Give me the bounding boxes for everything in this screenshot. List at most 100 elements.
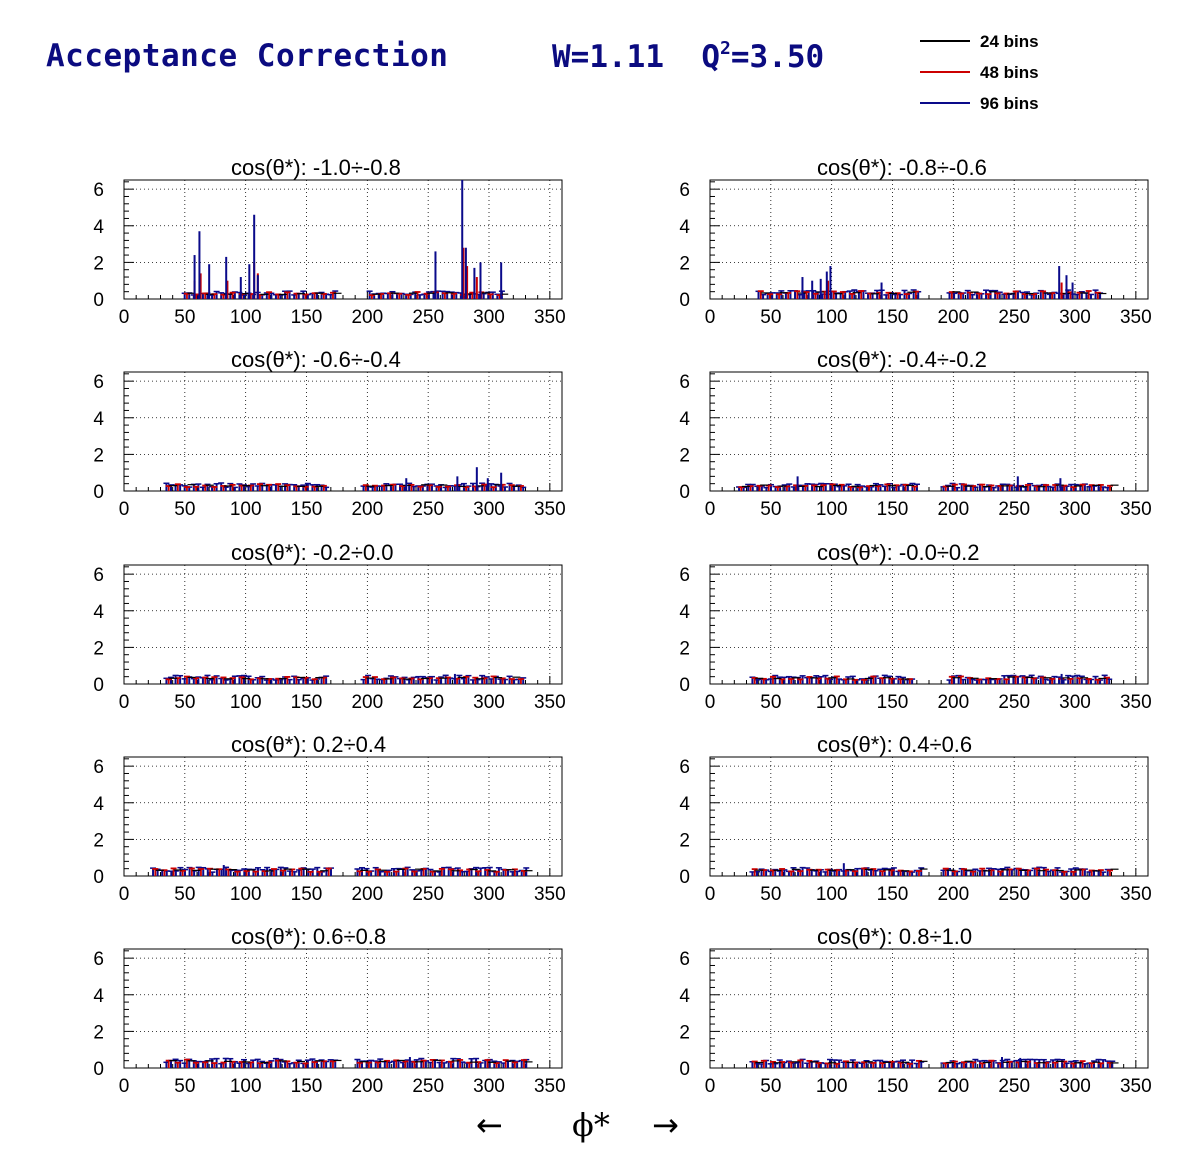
y-tick-label: 6 — [93, 757, 104, 778]
y-tick-label: 2 — [679, 445, 690, 466]
x-tick-label: 100 — [816, 884, 848, 905]
y-tick-label: 6 — [93, 180, 104, 201]
x-tick-label: 300 — [473, 499, 505, 520]
x-tick-label: 0 — [705, 307, 716, 328]
x-tick-label: 50 — [174, 1076, 195, 1097]
panel-title: cos(θ*): 0.6÷0.8 — [231, 924, 386, 949]
x-tick-label: 50 — [760, 692, 781, 713]
y-tick-label: 4 — [679, 409, 690, 430]
plot-frame — [123, 948, 563, 1069]
y-tick-label: 6 — [679, 757, 690, 778]
plot-frame — [709, 564, 1149, 685]
x-tick-label: 250 — [998, 692, 1030, 713]
y-tick-label: 4 — [93, 986, 104, 1007]
y-tick-label: 4 — [93, 794, 104, 815]
x-tick-label: 50 — [760, 1076, 781, 1097]
panel-title: cos(θ*): -0.0÷0.2 — [817, 540, 979, 565]
y-tick-label: 2 — [93, 638, 104, 659]
x-tick-label: 250 — [998, 307, 1030, 328]
x-tick-label: 200 — [937, 307, 969, 328]
panel-title: cos(θ*): 0.8÷1.0 — [817, 924, 972, 949]
x-tick-label: 250 — [412, 307, 444, 328]
panel-3: cos(θ*): -0.4÷-0.2 0 50 100 150 200 250 300 350 0… — [679, 347, 1151, 520]
q-superscript: 2 — [719, 38, 731, 59]
x-tick-label: 300 — [1059, 884, 1091, 905]
x-tick-label: 300 — [473, 1076, 505, 1097]
legend-item-24: 24 bins — [916, 30, 1076, 51]
x-tick-label: 150 — [291, 1076, 323, 1097]
x-tick-label: 300 — [1059, 307, 1091, 328]
x-tick-label: 300 — [473, 307, 505, 328]
x-tick-label: 100 — [816, 1076, 848, 1097]
x-tick-label: 200 — [351, 499, 383, 520]
y-tick-label: 4 — [93, 409, 104, 430]
x-tick-label: 350 — [534, 692, 566, 713]
x-tick-label: 300 — [473, 884, 505, 905]
x-tick-label: 100 — [816, 499, 848, 520]
x-tick-label: 100 — [816, 307, 848, 328]
y-tick-label: 0 — [679, 290, 690, 311]
x-tick-label: 350 — [1120, 499, 1152, 520]
w-label: W=1.11 — [552, 39, 664, 75]
x-tick-label: 0 — [119, 307, 130, 328]
x-tick-label: 150 — [877, 1076, 909, 1097]
legend-item-48: 48 bins — [916, 61, 1076, 82]
x-tick-label: 100 — [230, 884, 262, 905]
x-tick-label: 150 — [877, 499, 909, 520]
x-tick-label: 350 — [1120, 307, 1152, 328]
x-tick-label: 50 — [174, 692, 195, 713]
x-tick-label: 0 — [705, 884, 716, 905]
x-tick-label: 250 — [998, 884, 1030, 905]
x-tick-label: 100 — [816, 692, 848, 713]
left-arrow-icon: ← — [476, 1106, 503, 1144]
plot-frame — [123, 179, 563, 300]
y-tick-label: 2 — [679, 1022, 690, 1043]
y-tick-label: 4 — [679, 986, 690, 1007]
x-tick-label: 100 — [230, 499, 262, 520]
page-title: Acceptance Correction — [46, 38, 449, 74]
y-tick-label: 2 — [679, 830, 690, 851]
x-tick-label: 350 — [534, 307, 566, 328]
q-value: =3.50 — [730, 39, 825, 75]
panel-6: cos(θ*): 0.2÷0.4 0 50 100 150 200 250 300 350 0 2 4… — [93, 732, 565, 905]
legend-swatch-48 — [920, 71, 970, 73]
x-tick-label: 50 — [174, 499, 195, 520]
right-arrow-icon: → — [652, 1106, 679, 1144]
x-tick-label: 350 — [534, 499, 566, 520]
y-tick-label: 0 — [679, 482, 690, 503]
panel-title: cos(θ*): -0.2÷0.0 — [231, 540, 393, 565]
x-tick-label: 250 — [998, 1076, 1030, 1097]
y-tick-label: 4 — [93, 217, 104, 238]
panel-title: cos(θ*): 0.2÷0.4 — [231, 732, 386, 757]
panel-1: cos(θ*): -0.8÷-0.6 0 50 100 150 200 250 300 350 0… — [679, 155, 1151, 328]
y-tick-label: 0 — [93, 1059, 104, 1080]
y-tick-label: 0 — [679, 867, 690, 888]
x-tick-label: 250 — [412, 1076, 444, 1097]
y-tick-label: 4 — [679, 602, 690, 623]
x-tick-label: 200 — [937, 499, 969, 520]
panel-8: cos(θ*): 0.6÷0.8 0 50 100 150 200 250 300 350 0 2 4… — [93, 924, 565, 1097]
y-tick-label: 2 — [679, 253, 690, 274]
panel-title: cos(θ*): 0.4÷0.6 — [817, 732, 972, 757]
x-tick-label: 250 — [412, 692, 444, 713]
x-tick-label: 150 — [291, 692, 323, 713]
plot-frame — [709, 371, 1149, 492]
x-tick-label: 150 — [877, 884, 909, 905]
y-tick-label: 0 — [93, 675, 104, 696]
x-tick-label: 0 — [119, 884, 130, 905]
x-tick-label: 250 — [412, 499, 444, 520]
y-tick-label: 6 — [93, 372, 104, 393]
x-tick-label: 100 — [230, 692, 262, 713]
x-tick-label: 0 — [705, 499, 716, 520]
panel-title: cos(θ*): -0.6÷-0.4 — [231, 347, 401, 372]
x-tick-label: 0 — [705, 692, 716, 713]
x-tick-label: 300 — [1059, 692, 1091, 713]
legend-label-24: 24 bins — [980, 32, 1039, 51]
x-tick-label: 250 — [998, 499, 1030, 520]
panel-2: cos(θ*): -0.6÷-0.4 0 50 100 150 200 250 300 350 0… — [93, 347, 565, 520]
panel-4: cos(θ*): -0.2÷0.0 0 50 100 150 200 250 300 350 0 2… — [93, 540, 565, 713]
x-tick-label: 150 — [877, 307, 909, 328]
y-tick-label: 0 — [93, 482, 104, 503]
x-tick-label: 0 — [119, 1076, 130, 1097]
